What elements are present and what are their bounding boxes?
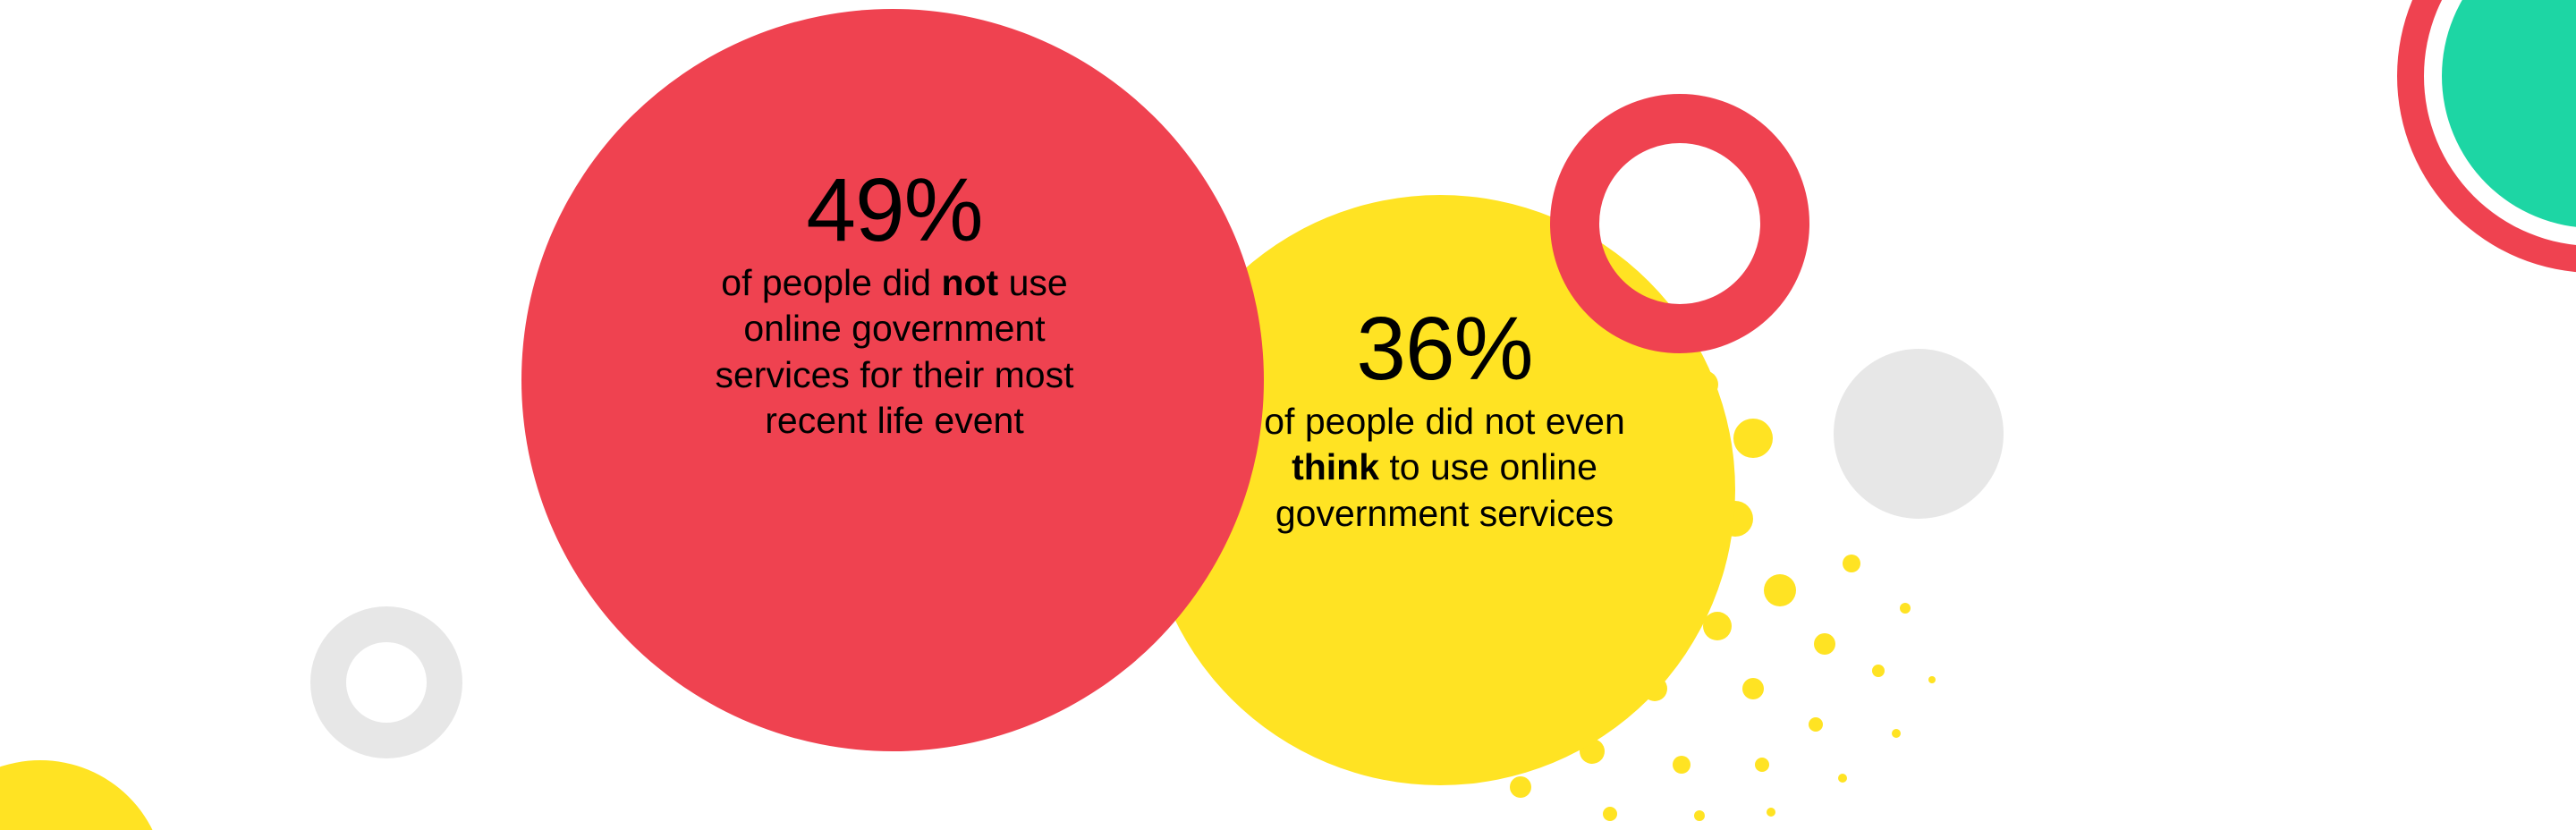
left-desc-line-4: recent life event — [765, 400, 1023, 441]
left-desc-frag-1: of people did — [721, 262, 941, 303]
left-desc-frag-1b: use — [998, 262, 1068, 303]
right-desc-line-3: government services — [1275, 493, 1614, 534]
right-desc-bold: think — [1292, 446, 1379, 487]
left-stat-desc: of people did not use online government … — [675, 260, 1114, 444]
right-stat-desc: of people did not even think to use onli… — [1248, 399, 1641, 537]
right-stat-block: 36% of people did not even think to use … — [1248, 304, 1641, 537]
infographic-stage: 49% of people did not use online governm… — [0, 0, 2576, 830]
left-stat-block: 49% of people did not use online governm… — [675, 165, 1114, 444]
left-stat-percent: 49% — [675, 165, 1114, 255]
left-desc-line-3: services for their most — [716, 354, 1074, 395]
right-stat-percent: 36% — [1248, 304, 1641, 394]
grey-ring-icon — [310, 606, 462, 758]
grey-dot-circle — [1834, 349, 2004, 519]
left-desc-bold: not — [941, 262, 998, 303]
yellow-half-circle — [0, 760, 165, 830]
right-desc-frag-2b: to use online — [1379, 446, 1597, 487]
left-desc-line-2: online government — [743, 308, 1045, 349]
right-desc-line-1: of people did not even — [1264, 401, 1625, 442]
